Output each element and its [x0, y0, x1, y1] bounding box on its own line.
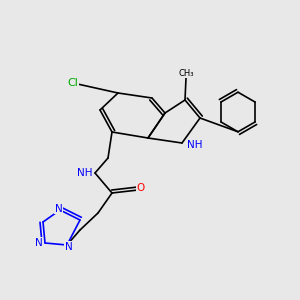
Text: NH: NH: [76, 168, 92, 178]
Text: O: O: [136, 183, 145, 193]
Text: N: N: [55, 203, 62, 214]
Text: N: N: [35, 238, 43, 248]
Text: Cl: Cl: [68, 78, 78, 88]
Text: NH: NH: [187, 140, 202, 150]
Text: N: N: [64, 242, 72, 251]
Text: CH₃: CH₃: [178, 69, 194, 78]
